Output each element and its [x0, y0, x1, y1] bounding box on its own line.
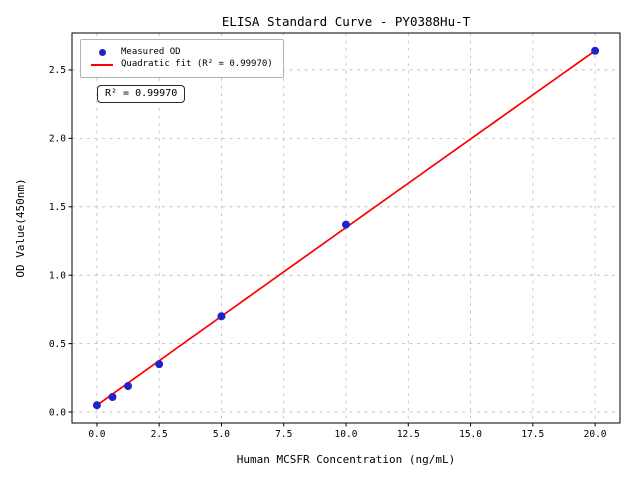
- data-point: [342, 220, 350, 229]
- x-tick-label: 20.0: [584, 429, 607, 440]
- y-tick-label: 2.0: [49, 134, 66, 145]
- data-point: [124, 382, 133, 391]
- x-tick-label: 17.5: [521, 429, 544, 440]
- y-tick-label: 0.5: [49, 339, 66, 350]
- x-tick-label: 15.0: [459, 429, 482, 440]
- legend-entry-fit: Quadratic fit (R² = 0.99970): [89, 60, 273, 69]
- legend: Measured OD Quadratic fit (R² = 0.99970): [80, 39, 284, 78]
- x-tick-label: 7.5: [275, 429, 292, 440]
- measured-od-points: [92, 46, 600, 410]
- y-tick-label: 2.5: [49, 65, 66, 76]
- r-squared-annotation: R² = 0.99970: [97, 85, 186, 103]
- x-tick-label: 5.0: [213, 429, 230, 440]
- y-tick-label: 1.5: [49, 202, 66, 213]
- legend-label-measured: Measured OD: [121, 47, 181, 57]
- data-point: [108, 393, 117, 401]
- data-point: [92, 401, 101, 410]
- data-point: [217, 312, 226, 321]
- tick-marks-and-labels: 0.0 2.5 5.0 7.5 10.0 12.5 15.0 17.5 20.0 0.0 0.5 1.…: [49, 65, 607, 440]
- legend-label-fit: Quadratic fit (R² = 0.99970): [121, 59, 273, 69]
- y-tick-label: 1.0: [49, 271, 66, 282]
- y-tick-label: 0.0: [49, 407, 66, 418]
- x-tick-label: 0.0: [88, 429, 105, 440]
- x-tick-label: 10.0: [335, 429, 358, 440]
- legend-entry-measured: Measured OD: [89, 48, 273, 57]
- fit-line-marker-icon: [91, 63, 113, 66]
- measured-od-marker-icon: [98, 49, 106, 56]
- x-axis-label: Human MCSFR Concentration (ng/mL): [237, 453, 456, 466]
- data-point: [591, 46, 600, 55]
- x-tick-label: 2.5: [151, 429, 168, 440]
- y-axis-label: OD Value(450nm): [14, 178, 27, 277]
- x-tick-label: 12.5: [397, 429, 420, 440]
- chart-title: ELISA Standard Curve - PY0388Hu-T: [222, 14, 471, 29]
- data-point: [155, 360, 164, 369]
